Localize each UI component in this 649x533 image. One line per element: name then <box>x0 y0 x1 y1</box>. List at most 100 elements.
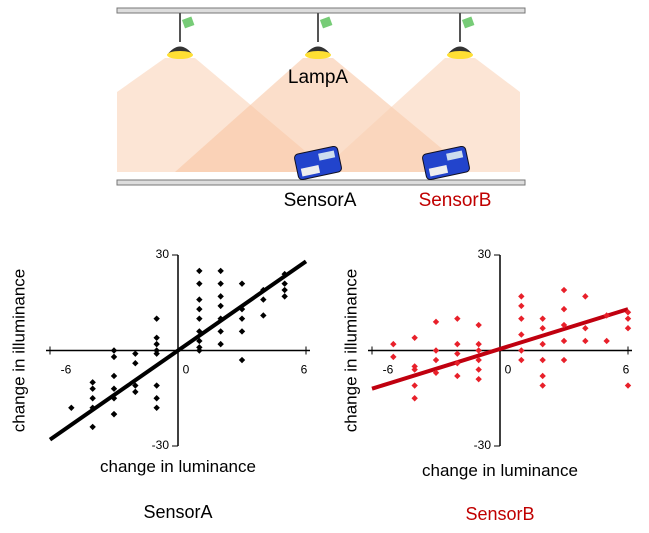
point <box>153 395 159 401</box>
point <box>561 287 567 293</box>
point <box>561 338 567 344</box>
x-tick-label: 0 <box>183 363 190 377</box>
point <box>411 335 417 341</box>
point <box>153 382 159 388</box>
point <box>217 280 223 286</box>
point <box>239 357 245 363</box>
point <box>411 395 417 401</box>
point <box>475 376 481 382</box>
point <box>454 373 460 379</box>
point <box>217 293 223 299</box>
lamp-bulb <box>305 51 331 59</box>
point <box>539 357 545 363</box>
point <box>111 411 117 417</box>
x-tick-label: 0 <box>505 363 512 377</box>
point <box>111 386 117 392</box>
point <box>132 360 138 366</box>
point <box>518 357 524 363</box>
ceiling-rail <box>117 8 525 13</box>
point <box>433 347 439 353</box>
point <box>217 341 223 347</box>
point <box>518 347 524 353</box>
point <box>153 341 159 347</box>
lamp <box>447 13 474 59</box>
x-tick-label: 6 <box>301 363 308 377</box>
point <box>518 293 524 299</box>
point <box>68 405 74 411</box>
point <box>475 341 481 347</box>
lamp-tag <box>320 17 332 29</box>
point <box>260 296 266 302</box>
point <box>539 382 545 388</box>
lamp-tag <box>462 17 474 29</box>
diagram: LampA SensorA SensorB <box>117 8 525 211</box>
point <box>475 322 481 328</box>
page: LampA SensorA SensorB -6 0 6 -30 30 change in… <box>0 0 649 533</box>
point <box>217 303 223 309</box>
floor-rail <box>117 180 525 185</box>
point <box>281 293 287 299</box>
point <box>454 315 460 321</box>
point <box>153 405 159 411</box>
chart-title: SensorA <box>143 502 212 522</box>
point <box>625 382 631 388</box>
sensor-label: SensorB <box>419 190 492 211</box>
point <box>111 354 117 360</box>
point <box>561 306 567 312</box>
point <box>454 341 460 347</box>
point <box>89 395 95 401</box>
point <box>539 341 545 347</box>
point <box>111 373 117 379</box>
point <box>239 328 245 334</box>
point <box>539 315 545 321</box>
point <box>239 315 245 321</box>
lamp-label: LampA <box>288 67 349 88</box>
point <box>132 350 138 356</box>
point <box>196 268 202 274</box>
point <box>260 312 266 318</box>
point <box>625 325 631 331</box>
point <box>582 293 588 299</box>
point <box>390 341 396 347</box>
x-axis-label: change in luminance <box>422 461 578 480</box>
point <box>196 306 202 312</box>
point <box>433 319 439 325</box>
point <box>217 328 223 334</box>
point <box>561 357 567 363</box>
sensor-label: SensorA <box>284 190 357 211</box>
point <box>196 280 202 286</box>
point <box>518 331 524 337</box>
chart-title: SensorB <box>465 504 534 524</box>
point <box>132 389 138 395</box>
point <box>89 424 95 430</box>
figure: LampA SensorA SensorB -6 0 6 -30 30 change in… <box>0 0 649 528</box>
point <box>625 315 631 321</box>
y-axis-label: change in illuminance <box>9 269 28 433</box>
x-tick-label: 6 <box>623 363 630 377</box>
lamp-tag <box>182 17 194 29</box>
point <box>582 338 588 344</box>
point <box>433 357 439 363</box>
point <box>281 287 287 293</box>
y-tick-label: 30 <box>478 247 492 261</box>
point <box>196 315 202 321</box>
point <box>411 382 417 388</box>
y-tick-label: -30 <box>152 438 170 452</box>
point <box>518 303 524 309</box>
point <box>196 296 202 302</box>
point <box>603 338 609 344</box>
x-tick-label: -6 <box>61 363 72 377</box>
point <box>539 325 545 331</box>
point <box>153 335 159 341</box>
point <box>390 354 396 360</box>
point <box>539 373 545 379</box>
lamp <box>305 13 332 59</box>
point <box>239 280 245 286</box>
lamp-bulb <box>167 51 193 59</box>
lamp <box>167 13 194 59</box>
point <box>111 347 117 353</box>
point <box>217 268 223 274</box>
point <box>281 280 287 286</box>
point <box>153 315 159 321</box>
